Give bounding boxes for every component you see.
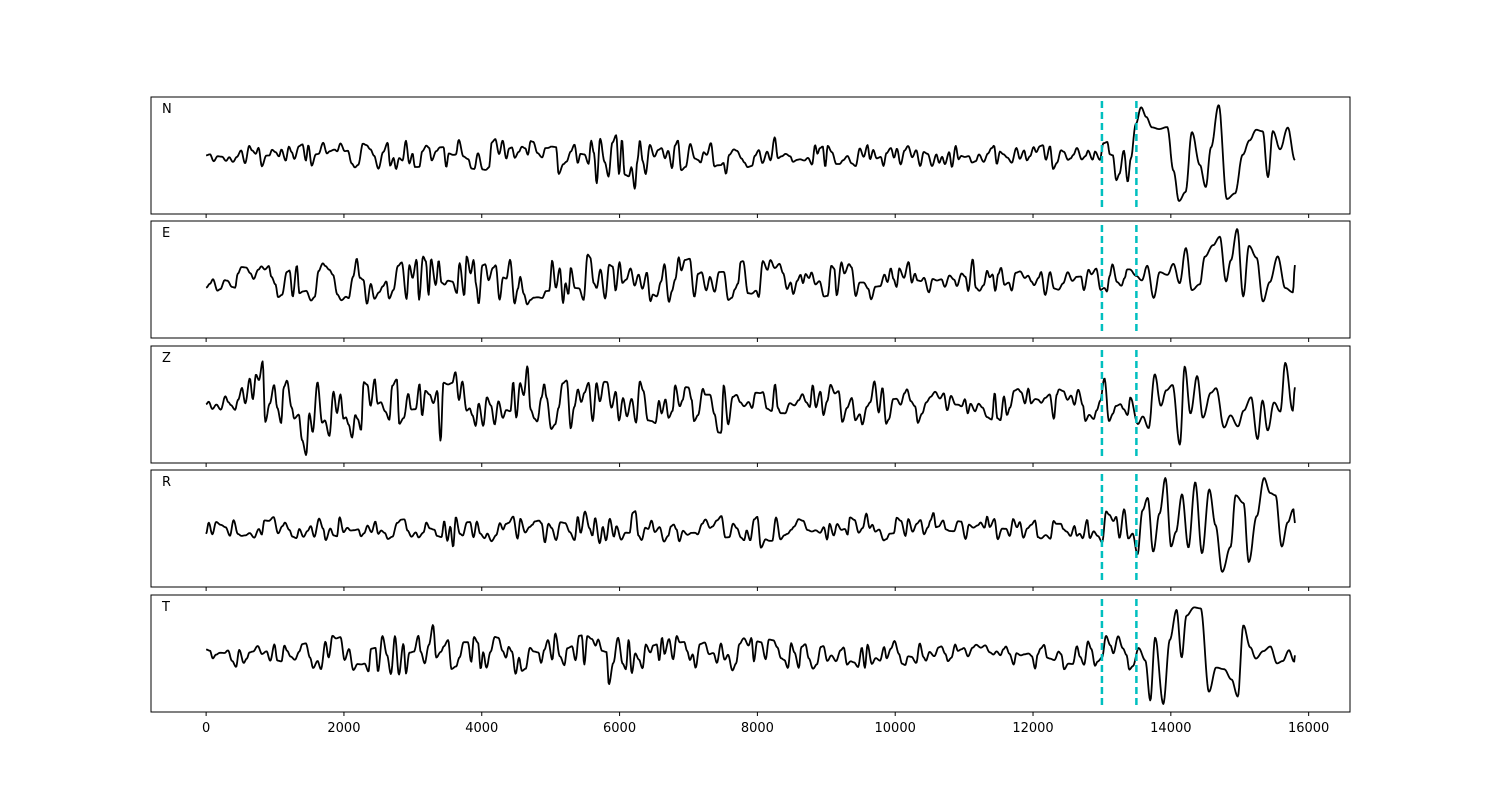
x-tick-label: 12000 (1012, 721, 1053, 736)
panel-label: Z (162, 351, 171, 366)
panel-frame (150, 469, 1351, 588)
waveform-e (205, 228, 1296, 306)
panel-frame (150, 594, 1351, 713)
x-tick-label: 0 (202, 721, 210, 736)
panel-frame (150, 220, 1351, 339)
panel-label: N (162, 102, 172, 117)
x-tick-label: 4000 (465, 721, 498, 736)
waveform-n (205, 104, 1296, 202)
panel-frame (150, 96, 1351, 215)
x-tick-label: 6000 (603, 721, 636, 736)
waveform-z (205, 360, 1296, 456)
panel-frame (150, 345, 1351, 464)
panel-z: Z (150, 345, 1351, 467)
panel-label: E (162, 226, 170, 241)
waveform-t (205, 606, 1296, 705)
x-tick-label: 14000 (1150, 721, 1191, 736)
panel-r: R (150, 469, 1351, 591)
x-tick-label: 10000 (875, 721, 916, 736)
panel-n: N (150, 96, 1351, 218)
panel-label: R (162, 475, 171, 490)
waveform-r (205, 477, 1296, 573)
x-tick-label: 8000 (741, 721, 774, 736)
panel-label: T (161, 600, 170, 615)
panel-e: E (150, 220, 1351, 342)
x-tick-label: 16000 (1288, 721, 1329, 736)
panel-t: T (150, 594, 1351, 716)
x-tick-label: 2000 (327, 721, 360, 736)
